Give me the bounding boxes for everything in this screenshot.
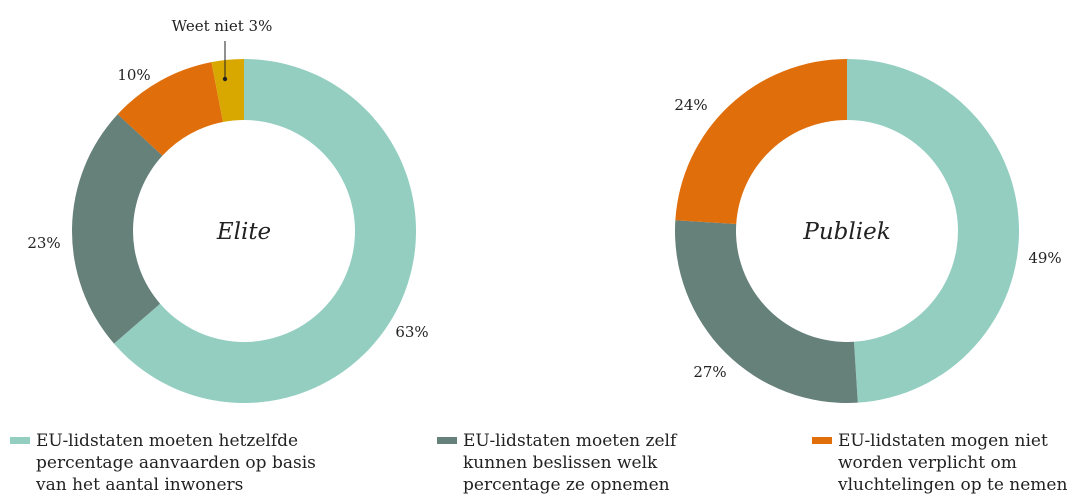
legend-swatch: [437, 437, 457, 444]
elite-label-10: 10%: [117, 66, 150, 84]
publiek-slice-24: [675, 59, 847, 225]
legend-swatch: [10, 437, 30, 444]
publiek-slice-27: [675, 220, 858, 403]
legend-item-equal-share: EU-lidstaten moeten hetzelfde percentage…: [10, 430, 316, 496]
legend-swatch: [812, 437, 832, 444]
publiek-label-24: 24%: [674, 96, 707, 114]
donut-publiek: 49% 27% 24% Publiek: [674, 59, 1062, 403]
publiek-label-27: 27%: [693, 363, 726, 381]
publiek-slice-49: [847, 59, 1019, 403]
legend-item-no-obligation: EU-lidstaten mogen niet worden verplicht…: [812, 430, 1067, 496]
donut-elite: 63% 23% 10% Weet niet 3% Elite: [27, 17, 429, 403]
legend-label: EU-lidstaten mogen niet worden verplicht…: [838, 431, 1068, 495]
elite-center-label: Elite: [216, 219, 271, 245]
elite-slice-weet-niet-3: [211, 59, 244, 123]
elite-label-63: 63%: [395, 323, 428, 341]
legend-label: EU-lidstaten moeten zelf kunnen beslisse…: [463, 431, 677, 495]
legend-label: EU-lidstaten moeten hetzelfde percentage…: [36, 431, 316, 495]
publiek-center-label: Publiek: [802, 219, 890, 245]
elite-label-weet-niet-3: Weet niet 3%: [172, 17, 273, 35]
elite-slice-63: [114, 59, 416, 403]
donut-charts: 63% 23% 10% Weet niet 3% Elite 49% 27% 24% Publ…: [27, 17, 1062, 403]
elite-label-23: 23%: [27, 234, 60, 252]
legend-item-own-decision: EU-lidstaten moeten zelf kunnen beslisse…: [437, 430, 676, 496]
elite-slice-10: [117, 62, 223, 156]
publiek-label-49: 49%: [1028, 249, 1061, 267]
elite-slice-23: [72, 114, 163, 344]
leader-dot: [222, 76, 228, 82]
